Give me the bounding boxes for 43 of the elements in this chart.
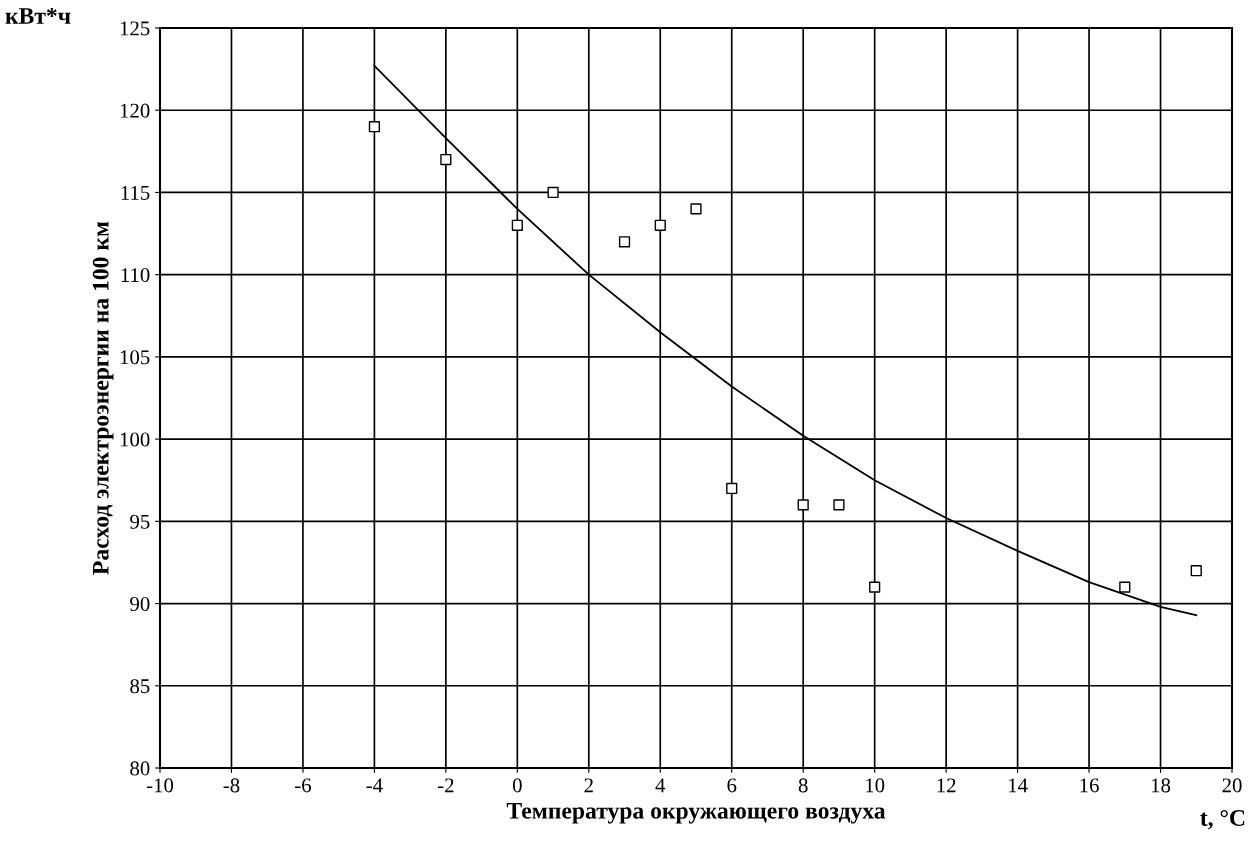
point [797,499,809,511]
x-tick-label: 4 [655,778,666,793]
point [690,203,702,215]
x-axis-title: Температура окружающего воздуха [506,803,886,824]
x-tick-label: 10 [866,778,885,793]
point [547,186,559,199]
x-tick-label: 8 [798,778,808,793]
point [618,236,631,248]
y-tick-label: 90 [130,596,150,611]
x-tick-label: 14 [1009,778,1028,793]
x-tick-label: 12 [937,778,956,793]
point [869,581,881,593]
x-tick-label: 2 [584,778,593,793]
y-tick-label: 100 [120,432,150,447]
x-tick-label: -10 [146,778,174,793]
y-tick-label: 125 [120,21,150,36]
point [511,219,523,231]
y-tick-label: 80 [130,761,150,776]
x-tick-label: 16 [1080,778,1099,793]
point [1190,565,1202,577]
x-tick-label: -2 [437,778,454,793]
y-axis-title: Расход электроэнергии на 100 км [92,221,114,575]
x-tick-label: -8 [223,778,240,793]
y-tick-label: 85 [130,679,150,694]
x-tick-label: -6 [295,778,311,793]
y-tick-label: 95 [130,514,150,529]
y-tick-label: 120 [120,103,150,118]
y-tick-label: 105 [120,350,150,365]
point [654,219,666,231]
point [368,121,381,133]
point [726,482,738,495]
x-tick-label: 18 [1151,778,1171,793]
point [440,153,452,166]
text: кВт*ч [5,8,71,24]
text: t, °C [1200,809,1245,830]
y-tick-label: 115 [121,185,150,200]
x-tick-label: -4 [366,778,383,793]
y-tick-label: 110 [121,268,150,283]
x-tick-label: 20 [1222,778,1242,793]
point [1119,581,1131,593]
x-tick-label: 6 [727,778,737,793]
x-tick-label: 0 [512,778,522,793]
point [833,499,845,511]
